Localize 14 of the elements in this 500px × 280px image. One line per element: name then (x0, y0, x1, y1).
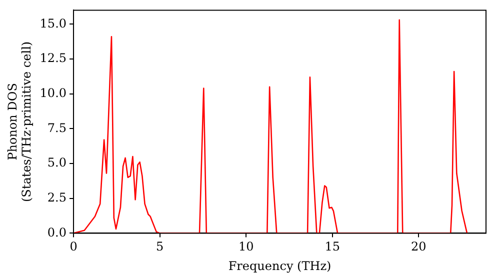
x-tick-label: 15 (324, 240, 340, 254)
x-tick-label: 5 (156, 240, 164, 254)
y-tick-label: 0.0 (47, 225, 67, 240)
y-axis-title: Phonon DOS (States/THz·primitive cell) (5, 41, 34, 202)
y-tick-label: 7.5 (47, 120, 67, 135)
y-tick-label: 5.0 (47, 156, 67, 170)
y-tick-label: 10.0 (40, 86, 67, 100)
x-axis-title: Frequency (THz) (228, 258, 332, 273)
y-tick-label: 12.5 (40, 51, 67, 66)
y-tick-label: 15.0 (40, 16, 67, 30)
x-tick-label: 10 (238, 240, 254, 254)
y-tick-label: 2.5 (47, 190, 67, 204)
x-tick-label: 0 (70, 240, 78, 254)
x-tick-label: 20 (411, 240, 426, 254)
